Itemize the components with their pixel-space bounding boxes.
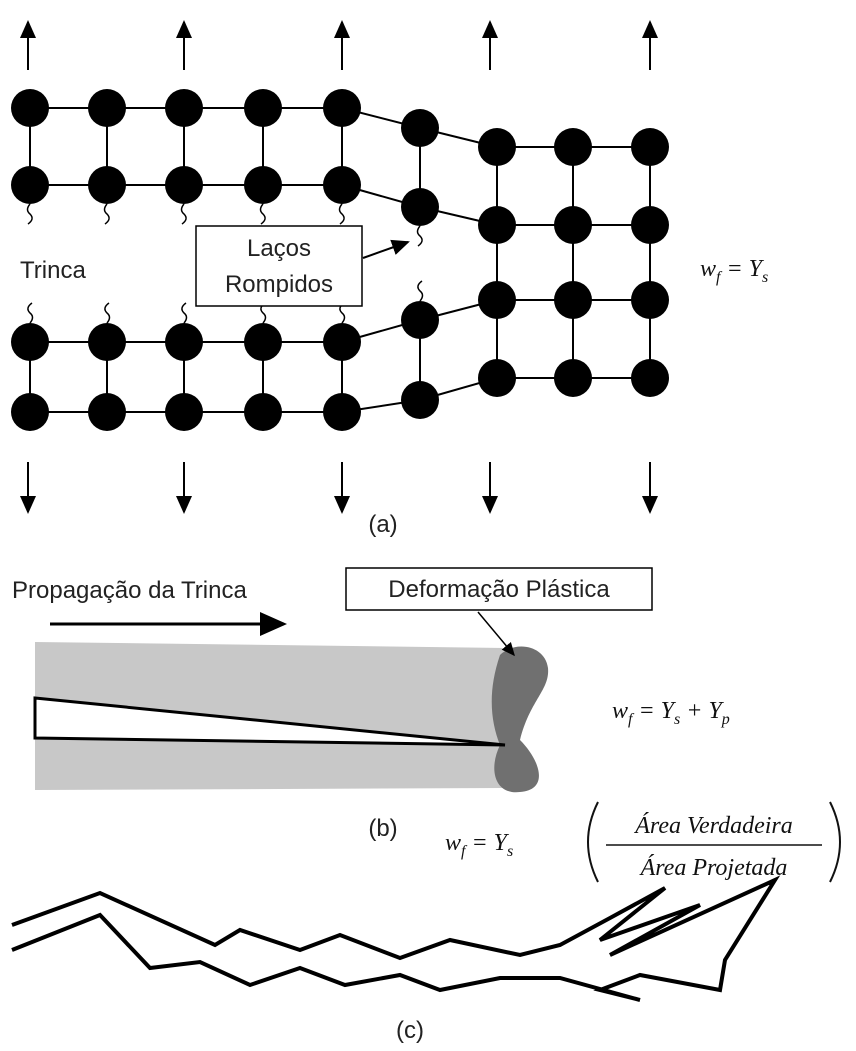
broken-bond (182, 204, 187, 224)
equation-c: wf= Ys (445, 830, 513, 860)
broken-bond (105, 204, 110, 224)
caption: (b) (368, 815, 397, 842)
atom (401, 381, 439, 419)
atom (478, 206, 516, 244)
atom (244, 393, 282, 431)
broken-bond (182, 303, 187, 323)
equation-a: wf= Ys (700, 256, 768, 286)
atom (88, 393, 126, 431)
crack-label: Trinca (20, 257, 86, 284)
atom (88, 323, 126, 361)
deformation-label: Deformação Plástica (388, 576, 610, 603)
atom (478, 128, 516, 166)
atom (165, 323, 203, 361)
bonds-label: Laços (247, 235, 311, 262)
broken-bond (105, 303, 110, 323)
broken-bond (28, 303, 33, 323)
broken-bond (261, 204, 266, 224)
plastic-zone (492, 646, 548, 792)
atom (401, 188, 439, 226)
atom (478, 281, 516, 319)
propagation-label: Propagação da Trinca (12, 577, 247, 604)
pointer-arrow (363, 242, 408, 258)
atom (478, 359, 516, 397)
atom (401, 301, 439, 339)
atom (244, 89, 282, 127)
atom (11, 323, 49, 361)
atom (631, 281, 669, 319)
atom (631, 206, 669, 244)
broken-bond (418, 281, 423, 301)
atom (165, 166, 203, 204)
atom (554, 281, 592, 319)
atom (11, 393, 49, 431)
atom (165, 393, 203, 431)
bonds-label: Rompidos (225, 271, 333, 298)
atom (554, 206, 592, 244)
atom (554, 359, 592, 397)
atom (323, 323, 361, 361)
atom (88, 89, 126, 127)
numerator: Área Verdadeira (633, 813, 793, 839)
atom (554, 128, 592, 166)
atom (631, 359, 669, 397)
atom (323, 166, 361, 204)
atom (323, 89, 361, 127)
atom (323, 393, 361, 431)
atom (401, 109, 439, 147)
atom (11, 166, 49, 204)
caption: (c) (396, 1017, 424, 1044)
atom (165, 89, 203, 127)
denominator: Área Projetada (639, 855, 788, 881)
atom (244, 166, 282, 204)
broken-bond (418, 226, 423, 246)
atom (88, 166, 126, 204)
atom (244, 323, 282, 361)
broken-bond (28, 204, 33, 224)
diagram: Trinca Laços Rompidos wf= Ys (a) Propaga… (0, 0, 856, 1051)
equation-b: wf= Ys+ Yp (612, 698, 730, 728)
atom (11, 89, 49, 127)
broken-bond (340, 204, 345, 224)
caption: (a) (368, 511, 397, 538)
atom (631, 128, 669, 166)
rough-crack (12, 880, 775, 1000)
